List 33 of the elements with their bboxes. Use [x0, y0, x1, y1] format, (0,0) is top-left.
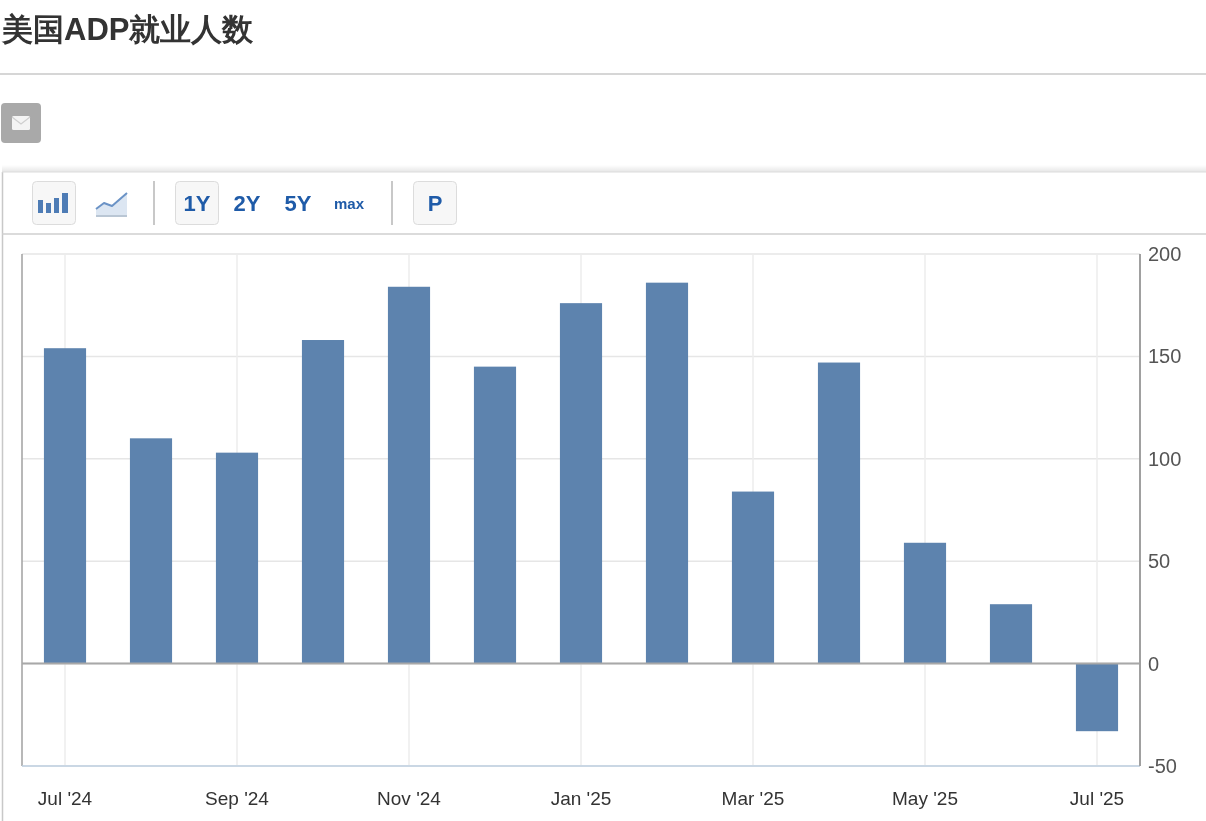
bar	[473, 366, 517, 664]
y-tick-label: 100	[1148, 447, 1182, 470]
y-tick-label: 50	[1148, 550, 1171, 573]
y-tick-label: 0	[1148, 652, 1160, 675]
bar	[301, 340, 345, 664]
bar	[731, 491, 775, 664]
x-tick-label: Nov '24	[377, 787, 442, 809]
column-chart-button[interactable]	[32, 181, 76, 225]
y-tick-label: 200	[1148, 243, 1182, 265]
period-button[interactable]: 5Y	[284, 190, 312, 216]
x-tick-label: Jul '25	[1069, 787, 1125, 809]
bar	[43, 348, 87, 664]
bar	[817, 362, 861, 664]
bar	[559, 303, 603, 664]
period-button[interactable]: max	[334, 194, 364, 212]
toggle-button[interactable]: P	[413, 181, 457, 225]
x-tick-label: Sep '24	[205, 787, 270, 809]
bar	[387, 286, 431, 664]
period-button[interactable]: 2Y	[233, 190, 261, 216]
x-tick-label: Jan '25	[550, 787, 612, 809]
chart-title: 美国ADP就业人数	[1, 12, 255, 47]
bar	[215, 452, 259, 664]
bar	[645, 282, 689, 664]
y-tick-label: -50	[1148, 755, 1177, 777]
bar	[903, 542, 947, 664]
x-tick-label: Jul '24	[37, 787, 93, 809]
bar	[1075, 663, 1119, 732]
bar	[129, 438, 173, 664]
bar	[989, 604, 1033, 664]
x-tick-label: May '25	[892, 787, 958, 809]
y-tick-label: 150	[1148, 345, 1182, 368]
period-button[interactable]: 1Y	[175, 181, 219, 225]
x-tick-label: Mar '25	[721, 787, 785, 809]
